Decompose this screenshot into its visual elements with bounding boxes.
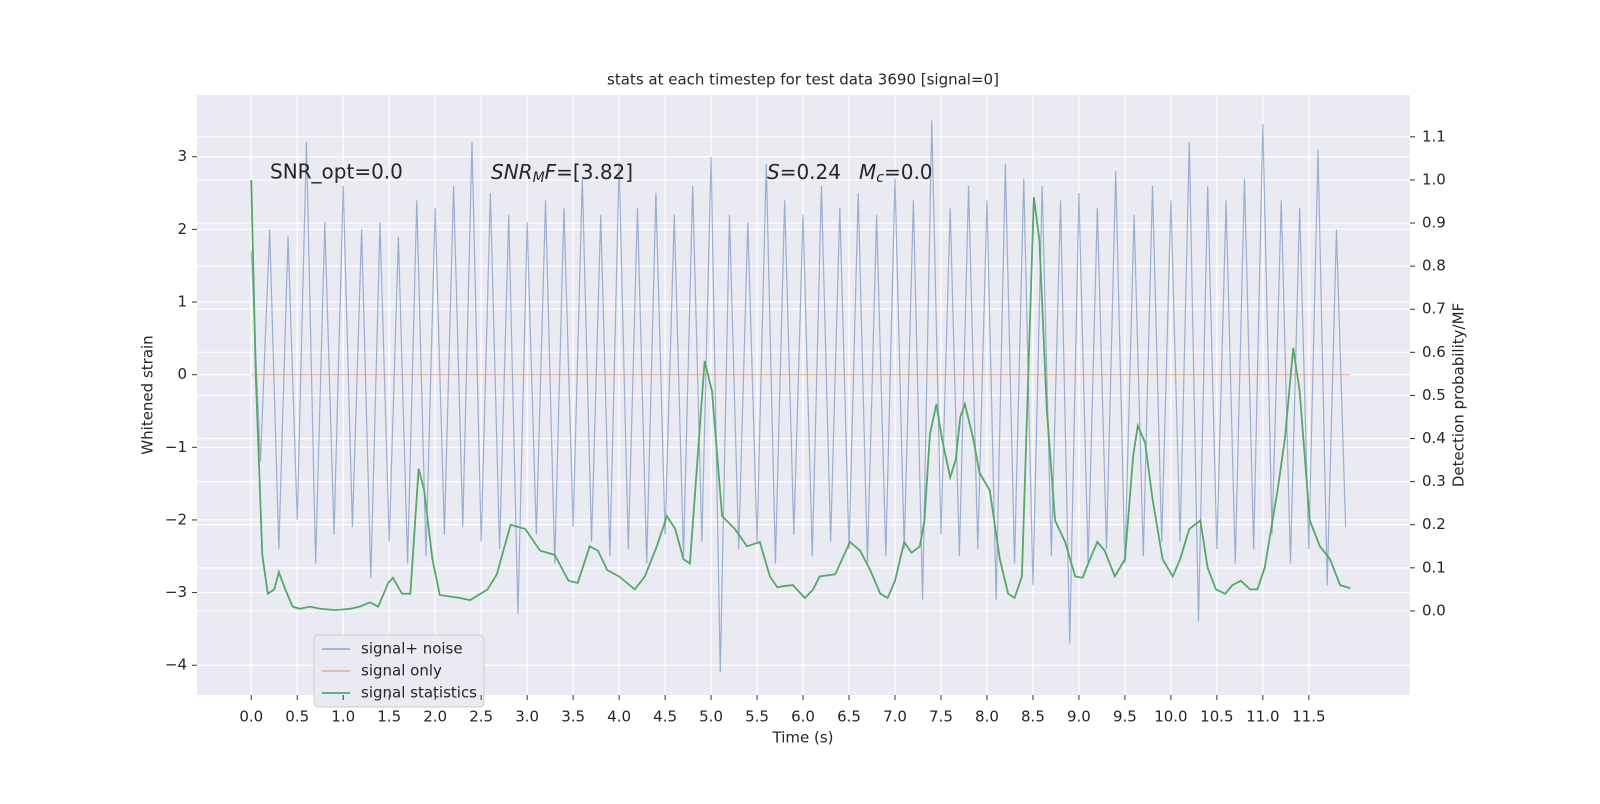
y-tick-label: 2 (177, 220, 187, 238)
x-tick-label: 9.5 (1113, 708, 1137, 726)
series-line (250, 179, 1351, 611)
y2-tick-label: 0.5 (1422, 386, 1446, 404)
y2-tick-label: 0.7 (1422, 300, 1446, 318)
x-tick-label: 0.0 (239, 708, 263, 726)
x-tick-label: 0.5 (285, 708, 309, 726)
x-tick-label: 5.0 (699, 708, 723, 726)
x-tick-label: 11.5 (1292, 708, 1325, 726)
x-axis-label: Time (s) (772, 729, 834, 747)
x-tick-label: 3.0 (515, 708, 539, 726)
y-tick-label: 1 (177, 293, 187, 311)
y2-tick-label: 0.0 (1422, 601, 1446, 619)
legend: signal+ noise signal only signal statistic… (313, 634, 485, 708)
y-tick-label: 0 (177, 365, 187, 383)
x-tick-label: 2.5 (469, 708, 493, 726)
y2-tick-label: 0.6 (1422, 343, 1446, 361)
x-tick-label: 10.0 (1154, 708, 1187, 726)
x-tick-label: 4.0 (607, 708, 631, 726)
y-tick-label: −4 (165, 656, 187, 674)
x-tick-label: 4.5 (653, 708, 677, 726)
annotation-part: M (859, 160, 876, 184)
marks (250, 120, 1351, 673)
legend-label: signal only (361, 662, 442, 680)
x-tick-label: 1.5 (377, 708, 401, 726)
y2-tick-label: 0.9 (1422, 214, 1446, 232)
x-tick-label: 7.5 (929, 708, 953, 726)
x-tick-label: 7.0 (883, 708, 907, 726)
y-tick-label: 3 (177, 147, 187, 165)
y-axis-label: Whitened strain (139, 335, 157, 454)
x-tick-label: 5.5 (745, 708, 769, 726)
annotation: SNR_opt=0.0 (270, 160, 403, 184)
legend-label: signal+ noise (361, 640, 463, 658)
x-tick-label: 1.0 (331, 708, 355, 726)
annotation: S=0.24 (767, 160, 841, 184)
x-tick-label: 11.0 (1246, 708, 1279, 726)
annotation-part: c (876, 170, 884, 186)
y2-tick-label: 0.4 (1422, 429, 1446, 447)
annotation-part: SNR (491, 160, 533, 184)
y2-tick-label: 0.3 (1422, 472, 1446, 490)
legend-box (313, 634, 485, 708)
y2-axis-label: Detection probability/MF (1450, 303, 1468, 487)
annotation-part: =0.24 (780, 160, 841, 184)
annotation-part: F (545, 160, 557, 184)
annotation-part: S (767, 160, 780, 184)
y-tick-label: −3 (165, 583, 187, 601)
legend-label: signal statistics (361, 684, 477, 702)
x-tick-label: 8.5 (1021, 708, 1045, 726)
y2-tick-label: 0.1 (1422, 558, 1446, 576)
x-tick-label: 9.0 (1067, 708, 1091, 726)
annotation: Mc=0.0 (859, 160, 933, 187)
x-tick-label: 6.0 (791, 708, 815, 726)
y2-tick-label: 1.0 (1422, 170, 1446, 188)
y2-tick-label: 1.1 (1422, 127, 1446, 145)
x-tick-label: 8.0 (975, 708, 999, 726)
x-tick-label: 10.5 (1200, 708, 1233, 726)
annotation-part: =[3.82] (556, 160, 633, 184)
x-tick-label: 6.5 (837, 708, 861, 726)
y-tick-label: −2 (165, 510, 187, 528)
y-tick-label: −1 (165, 438, 187, 456)
annotation-part: M (533, 170, 545, 186)
y2-tick-label: 0.2 (1422, 515, 1446, 533)
x-tick-label: 2.0 (423, 708, 447, 726)
x-tick-label: 3.5 (561, 708, 585, 726)
annotation-part: =0.0 (884, 160, 933, 184)
annotation: SNRMF=[3.82] (491, 160, 633, 187)
chart-title: stats at each timestep for test data 369… (607, 71, 999, 89)
y2-tick-label: 0.8 (1422, 257, 1446, 275)
